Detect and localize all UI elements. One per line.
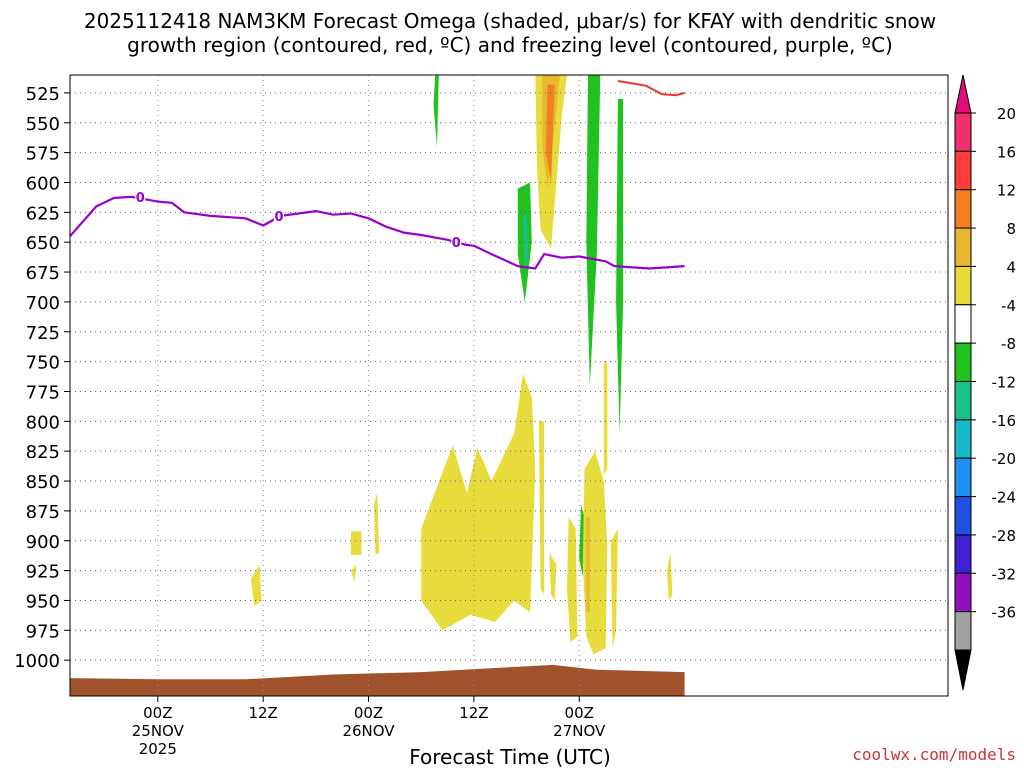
x-tick-label-24: 00Z — [565, 704, 594, 722]
x-tick-date-24: 27NOV — [553, 722, 606, 740]
colorbar-swatch-0 — [954, 112, 972, 152]
colorbar-label-9: -20 — [992, 450, 1017, 468]
omega-region-12 — [566, 516, 578, 643]
x-tick-year-0: 2025 — [139, 740, 177, 758]
colorbar-swatch-1 — [954, 150, 972, 191]
omega-region-15 — [610, 528, 618, 649]
y-tick-label-850: 850 — [26, 472, 60, 493]
y-tick-label-800: 800 — [26, 412, 60, 433]
colorbar-label-3: 8 — [1006, 220, 1016, 238]
colorbar-swatch-11 — [954, 534, 972, 574]
omega-region-20 — [351, 564, 357, 583]
colorbar-swatch-12 — [954, 572, 972, 613]
freezing-level-line — [70, 195, 685, 270]
plot-frame — [69, 74, 949, 697]
chart-title-line-2: growth region (contoured, red, ºC) and f… — [127, 33, 893, 57]
y-tick-label-1000: 1000 — [14, 651, 60, 672]
omega-region-10 — [538, 421, 545, 595]
colorbar-swatch-10 — [954, 496, 972, 536]
colorbar-swatch-3 — [954, 227, 972, 267]
credit-text: coolwx.com/models — [852, 745, 1016, 764]
freezing-level-label-1: 0 — [274, 210, 283, 225]
x-tick-date-12: 26NOV — [342, 722, 395, 740]
freezing-level-label-bg-0 — [135, 189, 146, 204]
freezing-level-label-bg-1 — [273, 208, 284, 223]
chart-title-line-1: 2025112418 NAM3KM Forecast Omega (shaded… — [84, 9, 936, 33]
y-tick-label-975: 975 — [26, 621, 60, 642]
colorbar-label-0: 20 — [997, 105, 1016, 123]
y-tick-label-950: 950 — [26, 591, 60, 612]
plot-lines: 0 0 0 — [70, 75, 948, 696]
colorbar: 20 16 12 8 4 -4 -8 -12 -16 -20 -24 -28 -32 -36 — [954, 74, 1017, 691]
colorbar-label-6: -8 — [1001, 335, 1016, 353]
x-tick-label-12: 00Z — [354, 704, 383, 722]
colorbar-swatch-4 — [954, 265, 972, 306]
x-tick-label-18: 12Z — [459, 704, 488, 722]
y-tick-label-550: 550 — [26, 114, 60, 135]
colorbar-label-8: -16 — [992, 412, 1017, 430]
x-axis-title: Forecast Time (UTC) — [409, 745, 611, 768]
y-tick-label-925: 925 — [26, 562, 60, 583]
colorbar-label-10: -24 — [992, 489, 1017, 507]
y-tick-label-750: 750 — [26, 353, 60, 374]
omega-region-21 — [373, 493, 380, 556]
colorbar-label-2: 12 — [997, 182, 1016, 200]
colorbar-label-4: 4 — [1006, 258, 1016, 276]
freezing-level-label-2: 0 — [452, 236, 461, 251]
colorbar-label-5: -4 — [1001, 297, 1016, 315]
colorbar-label-1: 16 — [997, 143, 1016, 161]
omega-region-2 — [545, 84, 555, 183]
y-tick-label-675: 675 — [26, 263, 60, 284]
omega-region-11 — [549, 552, 557, 601]
y-tick-label-775: 775 — [26, 382, 60, 403]
plot-fills — [70, 75, 685, 696]
omega-region-16 — [667, 552, 673, 601]
y-tick-label-825: 825 — [26, 442, 60, 463]
terrain-fill — [70, 664, 685, 696]
omega-region-3 — [433, 75, 439, 147]
colorbar-swatch-6 — [954, 342, 972, 382]
colorbar-swatch-9 — [954, 457, 972, 498]
y-tick-label-875: 875 — [26, 502, 60, 523]
omega-region-17 — [586, 516, 590, 613]
x-tick-date-0: 25NOV — [132, 722, 185, 740]
omega-region-18 — [250, 564, 262, 607]
colorbar-swatch-2 — [954, 189, 972, 229]
dgz-contour-line — [617, 80, 685, 97]
colorbar-swatch-13 — [954, 611, 972, 651]
colorbar-label-13: -36 — [992, 604, 1017, 622]
y-tick-label-900: 900 — [26, 532, 60, 553]
colorbar-bottom-cap — [954, 649, 972, 691]
colorbar-label-12: -32 — [992, 565, 1017, 583]
x-tick-label-6: 12Z — [248, 704, 277, 722]
y-tick-label-700: 700 — [26, 293, 60, 314]
freezing-level-label-bg-2 — [451, 235, 462, 250]
y-tick-label-525: 525 — [26, 84, 60, 105]
colorbar-swatch-5 — [954, 304, 972, 344]
freezing-level-label-0: 0 — [136, 191, 145, 206]
colorbar-top-cap — [954, 74, 972, 114]
y-tick-label-725: 725 — [26, 323, 60, 344]
omega-region-19 — [351, 531, 362, 556]
x-tick-label-0: 00Z — [143, 704, 172, 722]
y-axis: 525 550 575 600 625 650 675 700 725 750 775 800 825 8… — [14, 84, 70, 672]
colorbar-label-7: -12 — [992, 374, 1017, 392]
colorbar-swatch-8 — [954, 419, 972, 459]
omega-region-9 — [421, 373, 536, 631]
y-tick-label-575: 575 — [26, 144, 60, 165]
y-tick-label-650: 650 — [26, 233, 60, 254]
omega-region-6 — [586, 75, 601, 386]
omega-region-14 — [603, 361, 608, 476]
y-tick-label-625: 625 — [26, 203, 60, 224]
colorbar-label-11: -28 — [992, 527, 1017, 545]
colorbar-swatch-7 — [954, 381, 972, 421]
y-tick-label-600: 600 — [26, 173, 60, 194]
